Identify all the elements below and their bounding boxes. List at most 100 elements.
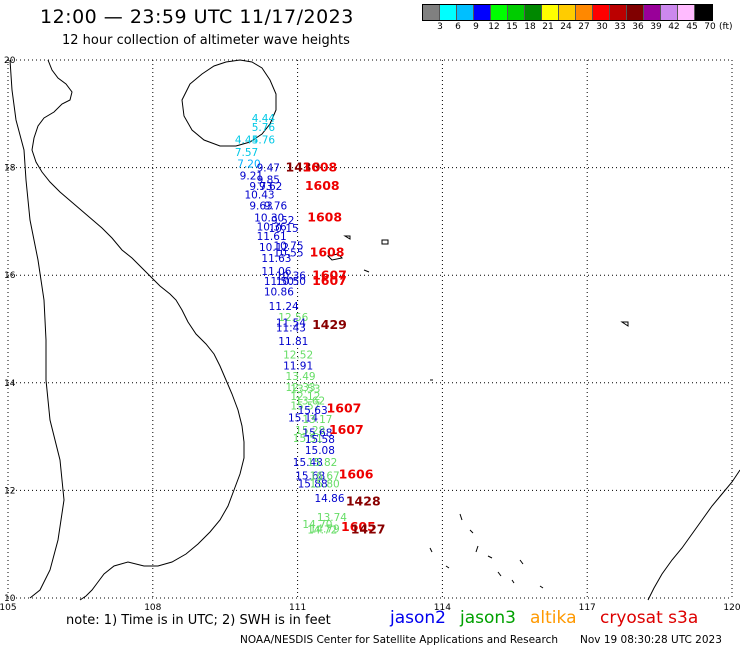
wave-height-label: 9.76 <box>264 201 288 213</box>
latitude-tick-label: 14 <box>4 379 16 389</box>
latitude-tick-label: 18 <box>4 164 16 174</box>
paracel-islands <box>326 235 629 381</box>
wave-height-label: 15.28 <box>295 425 325 437</box>
wave-height-label: 13.74 <box>317 512 347 524</box>
wave-height-label: 15.14 <box>288 413 318 425</box>
wave-height-label: 14.70 <box>302 519 332 531</box>
page-title: 12:00 — 23:59 UTC 11/17/2023 <box>40 6 354 28</box>
pass-time-label: 1608 <box>305 178 340 193</box>
colorbar-tick-label: 36 <box>632 22 644 32</box>
wave-height-label: 9.21 <box>240 170 263 182</box>
generation-timestamp: Nov 19 08:30:28 UTC 2023 <box>580 634 722 646</box>
colorbar-swatch <box>661 5 678 20</box>
colorbar-tick-label: 33 <box>614 22 626 32</box>
colorbar-swatch <box>525 5 542 20</box>
colorbar-swatch <box>627 5 644 20</box>
pass-time-label: 1607 <box>327 400 362 415</box>
pass-time-label: 1608 <box>307 209 342 224</box>
wave-height-label: 10.86 <box>264 287 294 299</box>
satellite-label-jason2: jason2 <box>390 608 446 628</box>
colorbar-tick-label: 18 <box>524 22 536 32</box>
pass-time-label: 1429 <box>312 317 347 332</box>
wave-height-label: 15.57 <box>290 401 320 413</box>
wave-height-label: 16.67 <box>310 471 340 483</box>
wave-height-label: 11.63 <box>261 253 291 265</box>
latitude-tick-label: 10 <box>4 594 16 604</box>
pass-time-label: 1606 <box>339 467 374 482</box>
wave-height-label: 4.44 <box>252 113 276 125</box>
wave-height-label: 10.12 <box>259 242 289 254</box>
wave-height-label: 11.43 <box>276 323 306 335</box>
colorbar-tick-label: 27 <box>578 22 590 32</box>
wave-height-label: 7.57 <box>235 147 258 159</box>
wave-height-label: 5.76 <box>252 122 276 134</box>
pass-time-label: 1430 <box>286 159 321 174</box>
colorbar-swatch <box>678 5 695 20</box>
vietnam-coastline <box>31 59 245 601</box>
page-subtitle: 12 hour collection of altimeter wave hei… <box>62 33 350 48</box>
pass-time-label: 1607 <box>329 422 364 437</box>
wave-height-label: 15.68 <box>302 428 332 440</box>
satellite-label-altika: altika <box>530 608 577 628</box>
wave-height-label: 15.68 <box>295 471 325 483</box>
wave-height-label: 10.15 <box>269 223 299 235</box>
colorbar-legend <box>422 4 713 21</box>
colorbar-tick-label: 39 <box>650 22 662 32</box>
wave-height-label: 11.81 <box>278 336 308 348</box>
pass-time-label: 1608 <box>310 244 345 259</box>
wave-height-label: 10.36 <box>276 271 306 283</box>
longitude-tick-label: 120 <box>723 603 740 613</box>
wave-height-label: 9.47 <box>257 162 280 174</box>
wave-height-label: 14.86 <box>314 493 344 505</box>
colorbar-swatch <box>491 5 508 20</box>
wave-height-label: 15.51 <box>293 433 323 445</box>
colorbar-tick-label: 9 <box>473 22 479 32</box>
colorbar-swatch <box>559 5 576 20</box>
wave-height-label: 15.88 <box>298 479 328 491</box>
colorbar-swatch <box>474 5 491 20</box>
latitude-tick-label: 20 <box>4 56 16 66</box>
colorbar-tick-label: 30 <box>596 22 608 32</box>
wave-height-label: 15.63 <box>298 405 328 417</box>
wave-height-label: 10.75 <box>273 240 303 252</box>
wave-height-label: 10.43 <box>245 189 275 201</box>
colorbar-swatch <box>440 5 457 20</box>
wave-height-observations: 4.445.764.445.767.577.209.479.219.859.73… <box>235 113 386 537</box>
wave-height-label: 9.52 <box>271 215 294 227</box>
pass-time-label: 1608 <box>302 159 337 174</box>
wave-height-label: 11.24 <box>269 301 299 313</box>
wave-height-label: 12.56 <box>278 312 308 324</box>
lat-lon-grid <box>7 59 733 599</box>
latitude-tick-label: 12 <box>4 486 15 496</box>
wave-height-label: 9.63 <box>249 201 272 213</box>
latitude-tick-label: 16 <box>4 271 16 281</box>
map-axis-labels: 105 108 111 114 117 120 20 18 16 14 12 10 <box>0 56 740 613</box>
wave-height-label: 9.62 <box>259 181 282 193</box>
wave-height-label: 5.76 <box>252 134 276 146</box>
colorbar-swatch <box>542 5 559 20</box>
wave-height-label: 13.49 <box>286 371 316 383</box>
satellite-label-cryosat: cryosat s3a <box>600 608 699 628</box>
wave-height-label: 7.20 <box>237 159 260 171</box>
wave-height-label: 9.73 <box>249 181 272 193</box>
pass-time-label: 1427 <box>351 521 386 536</box>
wave-height-label: 13.62 <box>295 395 325 407</box>
longitude-tick-label: 111 <box>289 603 306 613</box>
footer-note: note: 1) Time is in UTC; 2) SWH is in fe… <box>66 613 331 628</box>
wave-height-label: 13.17 <box>302 414 332 426</box>
colorbar-unit: (ft) <box>719 22 733 32</box>
satellite-label-jason3: jason3 <box>460 608 516 628</box>
hainan-coastline <box>181 59 277 147</box>
colorbar-tick-label: 42 <box>668 22 680 32</box>
wave-height-label: 15.58 <box>305 434 335 446</box>
pass-time-label: 1428 <box>346 493 381 508</box>
longitude-tick-label: 105 <box>0 603 17 613</box>
colorbar-tick-label: 3 <box>437 22 443 32</box>
colorbar-swatch <box>576 5 593 20</box>
wave-height-label: 15.08 <box>305 445 335 457</box>
wave-height-label: 11.50 <box>264 276 294 288</box>
wave-height-label: 11.91 <box>283 360 313 372</box>
colorbar-swatch <box>610 5 627 20</box>
wave-height-label: 14.79 <box>310 523 340 535</box>
spratly-islands <box>429 513 544 589</box>
